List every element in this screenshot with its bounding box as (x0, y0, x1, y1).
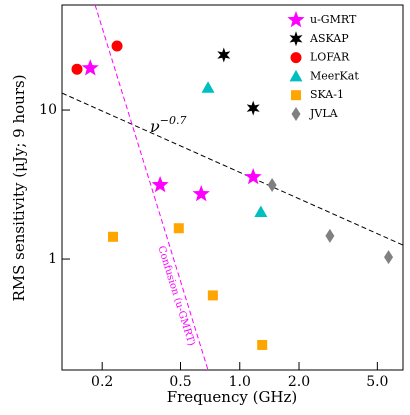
legend-marker (291, 107, 301, 121)
y-tick-label: 10 (39, 102, 57, 118)
marker-square (257, 339, 268, 350)
marker-circle (111, 40, 123, 52)
legend-label: JVLA (309, 107, 339, 120)
legend-label: u-GMRT (310, 13, 357, 26)
marker-diamond (325, 228, 335, 243)
marker-square (173, 223, 184, 234)
line-label-base: ν (150, 117, 160, 136)
marker-diamond (267, 177, 277, 192)
marker-star (192, 185, 210, 202)
marker-star (244, 168, 262, 185)
y-axis-label: RMS sensitivity (μJy; 9 hours) (10, 74, 28, 301)
x-tick-label: 2.0 (288, 374, 310, 390)
line-label: Confusion (u-GMRT) (155, 245, 196, 348)
marker-square (207, 290, 218, 301)
x-tick-label: 0.5 (169, 374, 191, 390)
legend-marker (291, 90, 301, 101)
legend-label: LOFAR (310, 51, 350, 64)
marker-star6 (246, 100, 260, 116)
legend-marker (289, 69, 303, 82)
x-tick-label: 0.2 (91, 374, 113, 390)
marker-diamond (384, 250, 394, 265)
legend-marker (289, 31, 303, 47)
marker-triangle (201, 81, 215, 93)
x-axis-label: Frequency (GHz) (167, 388, 298, 406)
line-label-sup: −0.7 (160, 114, 187, 127)
line-label: ν−0.7 (150, 114, 186, 136)
marker-star6 (217, 47, 231, 63)
marker-square (108, 231, 119, 242)
dashed-line (62, 92, 403, 246)
dashed-line (94, 5, 209, 370)
legend-label: ASKAP (309, 32, 349, 45)
y-tick-label: 1 (48, 251, 57, 267)
legend-marker (287, 11, 305, 28)
legend-label: SKA-1 (310, 88, 344, 101)
marker-circle (71, 63, 83, 75)
legend-marker (290, 52, 302, 64)
marker-star (151, 176, 169, 193)
legend-label: MeerKat (310, 69, 359, 82)
x-tick-label: 1.0 (229, 374, 251, 390)
x-tick-label: 5.0 (366, 374, 388, 390)
marker-triangle (254, 205, 268, 217)
plot-frame (61, 4, 404, 371)
marker-star (81, 59, 99, 76)
